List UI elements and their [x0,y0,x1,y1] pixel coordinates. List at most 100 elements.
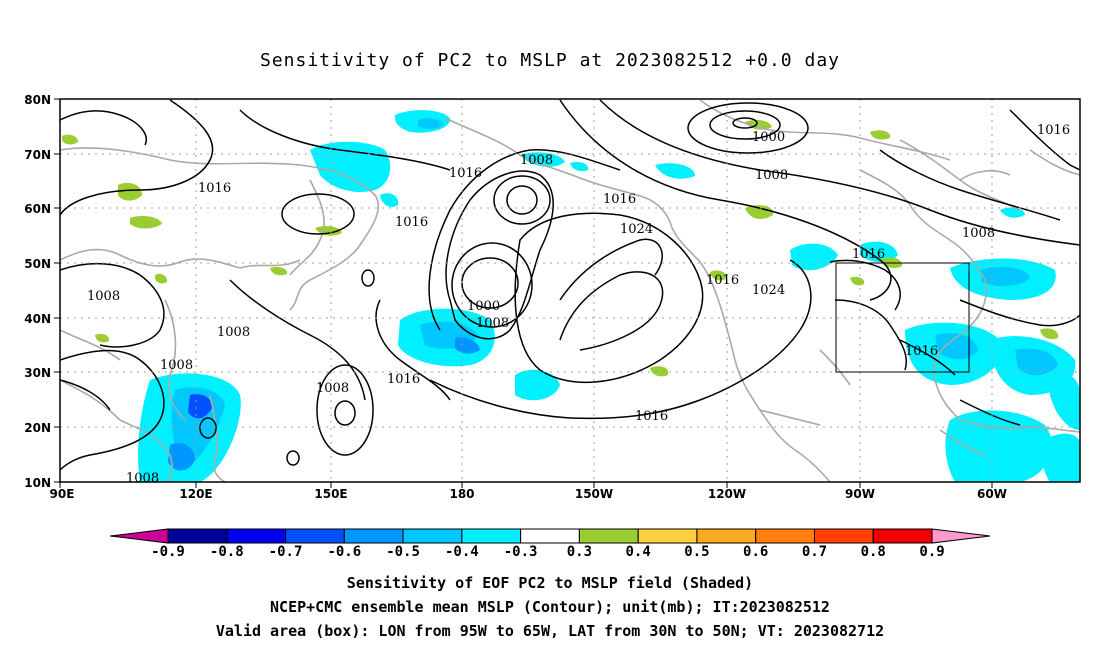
colorbar-label: 0.4 [626,544,651,560]
shade-pos-7 [745,205,774,220]
shade-neg-kamchatka [380,193,399,207]
contour-label: 1008 [126,471,159,486]
lat-axis [54,98,60,483]
lon-label: 150E [314,487,347,501]
lat-label: 40N [24,312,51,326]
contour-label: 1008 [755,168,788,183]
lon-label: 120W [708,487,746,501]
lon-axis [59,482,993,488]
shade-neg-alaska-small [570,161,589,172]
shade-neg-atlantic-se [1042,433,1080,482]
shade-pos-1 [118,182,142,201]
shade-neg-sib [520,152,565,167]
colorbar-box [285,528,345,544]
contour-label: 1024 [752,283,785,298]
colorbar-box [520,528,580,544]
lon-label: 60W [977,487,1007,501]
contour-label: 1008 [476,316,509,331]
sensitivity-shading [62,110,1080,482]
contour-label: 1000 [467,299,500,314]
colorbar-boxes [167,528,933,544]
contour-label: 1016 [387,372,420,387]
shade-neg-west-pacific-deep2 [168,443,195,471]
shade-pos-3 [62,134,78,145]
colorbar-label: -0.6 [327,544,361,560]
lon-labels: 90E 120E 150E 180 150W 120W 90W 60W [50,487,1007,501]
shade-neg-atlantic-east [1050,373,1080,430]
lon-label: 180 [449,487,474,501]
lon-label: 90W [845,487,875,501]
contour-label: 1008 [520,153,553,168]
shade-neg-gulf-alaska [655,163,695,179]
lat-label: 30N [24,366,51,380]
contour-label: 1016 [905,344,938,359]
colorbar-label: -0.5 [386,544,420,560]
contour-labels: 1000 1008 1016 1016 1016 1008 1016 1024 … [87,123,1070,486]
contour-label: 1008 [217,325,250,340]
contour-label: 1016 [603,192,636,207]
shade-neg-west-pacific-deep [188,394,212,419]
caption-shaded: Sensitivity of EOF PC2 to MSLP field (Sh… [346,574,754,592]
contour-label: 1016 [395,215,428,230]
map-panel: 1000 1008 1016 1016 1016 1008 1016 1024 … [59,98,1081,486]
colorbar-label: 0.7 [802,544,827,560]
contour-label: 1008 [160,358,193,373]
contour-label: 1016 [449,166,482,181]
colorbar-box [226,528,287,544]
lon-label: 150W [575,487,613,501]
lon-label: 90E [50,487,75,501]
shade-neg-subtropics [515,369,560,401]
contour-label: 1016 [635,409,668,424]
colorbar-box [755,528,815,544]
shade-pos-4 [155,273,168,284]
colorbar-box [872,528,933,544]
colorbar-label: -0.7 [269,544,303,560]
caption-contour: NCEP+CMC ensemble mean MSLP (Contour); u… [270,598,830,616]
shade-pos-12 [1040,328,1059,340]
lat-label: 20N [24,421,51,435]
shade-neg-canada [790,243,838,271]
lat-label: 80N [24,93,51,107]
map-frame [59,98,1081,483]
contour-label: 1024 [620,222,653,237]
shade-neg-east-coast-core [935,333,978,360]
shade-neg-arctic-core [418,118,444,129]
colorbar-box [167,528,228,544]
colorbar-box [343,528,404,544]
colorbar-right-arrow [931,528,991,544]
shade-neg-atlantic-mid-core [1015,348,1058,376]
map-title: Sensitivity of PC2 to MSLP at 2023082512… [259,50,840,71]
colorbar-left-arrow [109,528,169,544]
contour-label: 1008 [87,289,120,304]
contour-label: 1000 [752,130,785,145]
shade-pos-14 [95,333,110,343]
caption-valid-area: Valid area (box): LON from 95W to 65W, L… [215,622,885,640]
colorbar-label: -0.8 [210,544,244,560]
valid-area-box [835,262,970,373]
colorbar-box [402,528,463,544]
lat-label: 70N [24,148,51,162]
colorbar-labels: -0.9 -0.8 -0.7 -0.6 -0.5 -0.4 -0.3 0.3 0.4 0.5 0.6… [151,544,945,560]
shade-pos-2 [130,216,162,229]
shade-neg-central-pacific-deep [455,337,480,354]
colorbar-box [461,528,522,544]
shade-pos-13 [270,266,288,276]
shade-pos-11 [710,270,727,281]
shade-pos-8 [870,130,891,140]
contour-label: 1016 [706,273,739,288]
lat-labels: 80N 70N 60N 50N 40N 30N 20N 10N [24,93,51,490]
colorbar-box [637,528,698,544]
colorbar-label: -0.3 [504,544,538,560]
colorbar-box [696,528,757,544]
colorbar-label: -0.9 [151,544,185,560]
gridlines [60,99,1080,482]
lat-label: 10N [24,476,51,490]
colorbar-label: 0.6 [743,544,768,560]
colorbar-label: 0.3 [567,544,592,560]
colorbar-box [813,528,874,544]
colorbar-label: 0.8 [861,544,886,560]
colorbar-label: 0.5 [684,544,709,560]
coastlines [60,99,1080,482]
lat-label: 50N [24,257,51,271]
